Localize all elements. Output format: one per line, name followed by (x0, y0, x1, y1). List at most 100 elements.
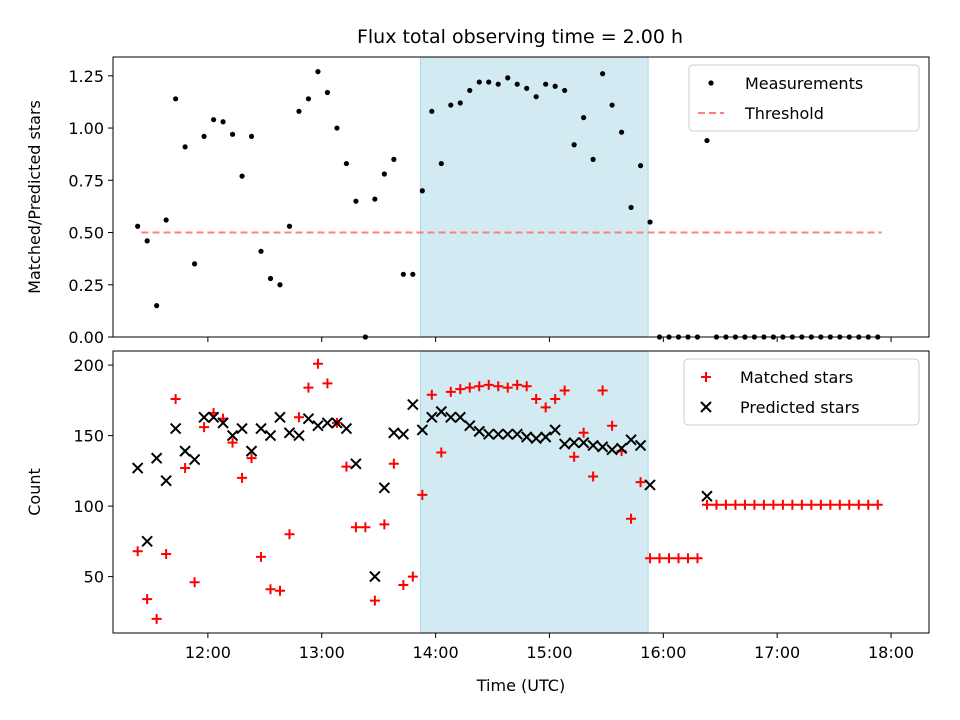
data-point (615, 442, 628, 454)
data-point (426, 411, 438, 423)
data-point (711, 499, 722, 510)
data-point (577, 436, 590, 449)
data-point (511, 428, 523, 440)
data-point (474, 381, 485, 392)
data-point (435, 405, 448, 418)
y-axis-label: Count (25, 468, 44, 516)
data-point (207, 411, 220, 423)
data-point (578, 427, 589, 438)
data-point (198, 411, 210, 423)
data-point (410, 271, 416, 277)
data-point (581, 114, 587, 121)
data-point (552, 83, 558, 89)
legend: Measurements Threshold (688, 64, 920, 132)
data-point (312, 420, 324, 432)
data-point (189, 577, 200, 588)
data-point (264, 429, 277, 442)
data-point (486, 79, 492, 85)
data-point (305, 96, 312, 102)
data-point (539, 431, 552, 443)
data-point (302, 412, 315, 425)
data-point (151, 613, 162, 624)
data-point (407, 398, 419, 411)
data-point (521, 381, 532, 392)
bottom-panel: 50 100 150 200 12:00 13:00 14:00 15:00 16:00 17:0… (25, 350, 930, 695)
data-point (445, 386, 456, 397)
data-point (645, 553, 656, 564)
data-point (704, 137, 710, 144)
data-point (844, 499, 855, 510)
data-point (379, 519, 390, 530)
axes-frame (112, 56, 930, 338)
data-point (609, 102, 615, 108)
data-point (321, 417, 334, 429)
legend-box (683, 358, 920, 426)
data-point (796, 499, 807, 510)
data-point (730, 499, 741, 510)
data-point (834, 499, 845, 510)
data-point (654, 553, 665, 564)
data-point (277, 282, 283, 288)
data-point (293, 429, 305, 442)
data-point (502, 382, 513, 393)
data-point (597, 385, 608, 396)
data-point (558, 438, 571, 450)
data-point (180, 463, 191, 474)
data-point (144, 238, 150, 244)
data-point (559, 385, 570, 396)
data-point (360, 522, 371, 533)
data-point (322, 378, 333, 389)
data-point (606, 443, 618, 456)
data-point (142, 594, 153, 605)
data-point (265, 584, 276, 595)
data-point (255, 422, 267, 435)
data-point (505, 75, 511, 81)
x-tick-label: 13:00 (299, 643, 345, 662)
data-point (637, 163, 644, 169)
data-point (464, 382, 475, 393)
data-point (350, 522, 361, 533)
data-point (169, 422, 182, 435)
data-point (283, 427, 296, 439)
x-tick-label: 12:00 (185, 643, 231, 662)
data-point (777, 499, 788, 510)
data-point (315, 69, 321, 75)
data-point (286, 223, 293, 229)
y-tick-label: 150 (73, 427, 104, 446)
data-point (284, 529, 295, 540)
data-point (217, 417, 229, 429)
data-point (464, 420, 476, 432)
series-matched-stars (132, 358, 883, 624)
data-point (543, 81, 549, 87)
legend-label: Predicted stars (740, 398, 860, 417)
data-point (343, 160, 350, 167)
data-point (397, 428, 410, 440)
data-point (701, 490, 713, 502)
data-point (448, 102, 454, 108)
data-point (872, 499, 883, 510)
y-tick-label: 200 (73, 356, 104, 375)
data-point (550, 393, 561, 404)
data-point (256, 551, 267, 562)
data-point (293, 412, 304, 423)
data-point (163, 217, 169, 223)
data-point (369, 570, 381, 583)
x-tick-label: 15:00 (526, 643, 572, 662)
data-point (248, 133, 255, 140)
data-point (853, 499, 864, 510)
data-point (160, 475, 172, 487)
data-point (378, 482, 391, 494)
data-point (647, 219, 653, 225)
data-point (179, 445, 191, 457)
data-point (454, 411, 466, 423)
data-point (568, 436, 580, 449)
data-point (438, 160, 444, 167)
data-point (388, 458, 399, 469)
data-point (569, 451, 580, 462)
data-point (571, 142, 577, 148)
data-point (324, 89, 331, 96)
data-point (533, 94, 539, 100)
data-point (607, 420, 618, 431)
data-point (492, 428, 504, 440)
data-point (334, 125, 340, 131)
